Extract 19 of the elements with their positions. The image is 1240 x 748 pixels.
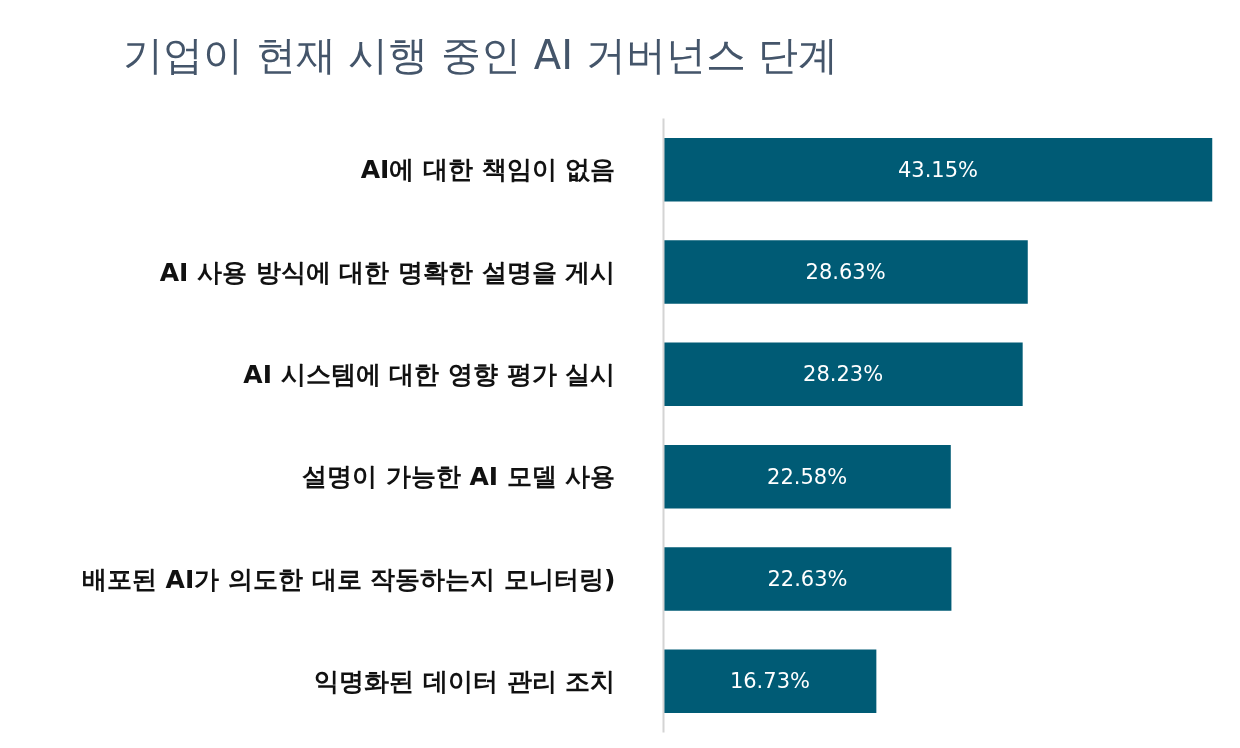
data-label: 43.15% <box>897 157 979 182</box>
y-tick-label: AI에 대한 책임이 없음 <box>360 155 616 185</box>
data-label: 28.63% <box>805 260 886 284</box>
bar <box>663 137 1213 202</box>
bar <box>663 240 1028 304</box>
bar <box>663 342 1023 407</box>
y-tick-label: 배포된 AI가 의도한 대로 작동하는지 모니터링) <box>81 564 616 594</box>
bar <box>663 649 877 714</box>
y-tick-label: AI 시스템에 대한 영향 평가 실시 <box>243 359 616 389</box>
bar <box>663 547 952 611</box>
data-label: 22.58% <box>767 464 848 489</box>
chart-title: 기업이 현재 시행 중인 AI 거버넌스 단계 <box>123 31 839 80</box>
data-label: 28.23% <box>803 362 884 387</box>
data-label: 16.73% <box>729 669 810 694</box>
y-tick-label: 설명이 가능한 AI 모델 사용 <box>302 462 616 492</box>
bar <box>663 444 951 509</box>
y-tick-label: 익명화된 데이터 관리 조치 <box>314 666 616 696</box>
y-tick-label: AI 사용 방식에 대한 명확한 설명을 게시 <box>159 257 616 287</box>
data-label: 22.63% <box>767 567 848 591</box>
